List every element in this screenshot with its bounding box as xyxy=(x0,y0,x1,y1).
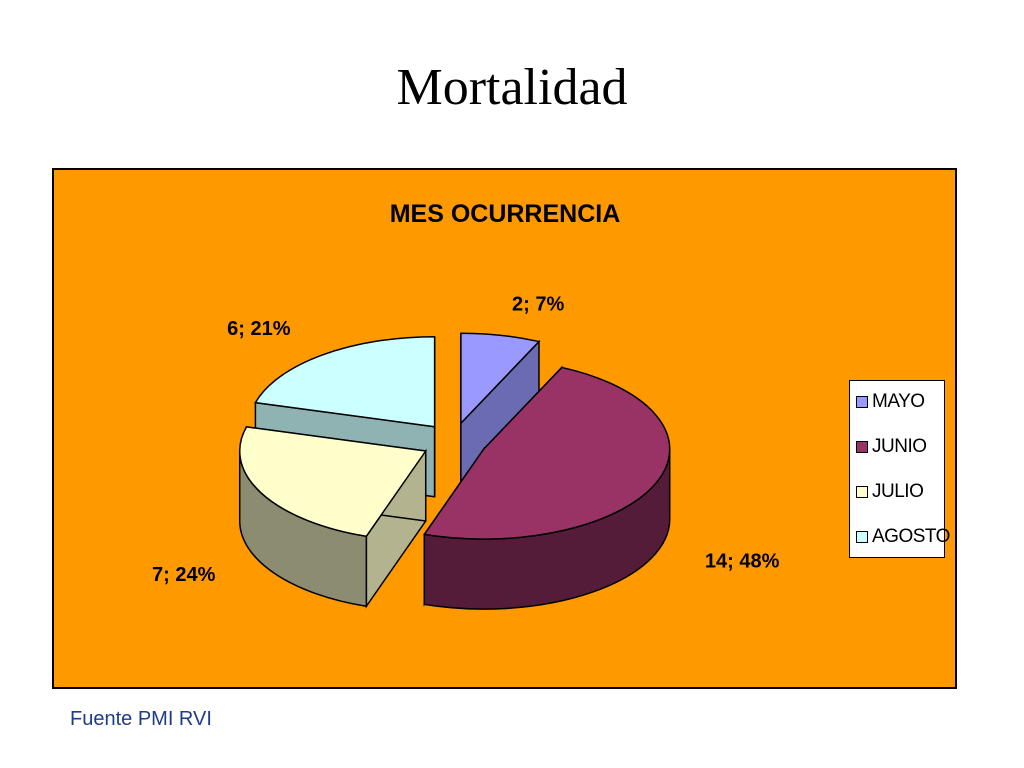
pie-slice-julio-top xyxy=(239,426,428,538)
data-label-agosto: 6; 21% xyxy=(227,318,291,340)
chart-legend: MAYO JUNIO JULIO AGOSTO xyxy=(849,380,950,558)
pie-slice-mayo-top xyxy=(460,332,541,426)
legend-item-junio: JUNIO xyxy=(856,436,944,481)
legend-swatch-julio xyxy=(856,486,868,498)
data-label-junio: 14; 48% xyxy=(705,551,780,573)
legend-swatch-junio xyxy=(856,441,868,453)
pie-slice-julio xyxy=(238,426,428,609)
pie-slice-junio-top xyxy=(423,366,671,540)
chart-frame: MES OCURRENCIA 2; 7% 14; 48% 7; 24% 6; 21% … xyxy=(52,168,957,689)
legend-item-agosto: AGOSTO xyxy=(856,526,950,571)
legend-swatch-mayo xyxy=(856,396,868,408)
legend-item-julio: JULIO xyxy=(856,481,944,526)
legend-swatch-agosto xyxy=(856,531,868,543)
legend-label-mayo: MAYO xyxy=(872,391,925,412)
legend-label-agosto: AGOSTO xyxy=(872,526,950,547)
legend-item-mayo: MAYO xyxy=(856,391,944,436)
data-label-julio: 7; 24% xyxy=(152,564,216,586)
chart-title: MES OCURRENCIA xyxy=(390,200,621,228)
pie-slice-agosto-top xyxy=(254,335,436,428)
legend-label-julio: JULIO xyxy=(872,481,924,502)
pie-slice-junio xyxy=(423,365,671,610)
legend-label-junio: JUNIO xyxy=(872,436,927,457)
source-note: Fuente PMI RVI xyxy=(70,708,212,730)
pie-slices xyxy=(238,332,671,610)
slide-title: Mortalidad xyxy=(396,59,628,116)
pie-chart: MES OCURRENCIA 2; 7% 14; 48% 7; 24% 6; 21% xyxy=(152,200,780,610)
data-labels: 2; 7% 14; 48% 7; 24% 6; 21% xyxy=(152,294,780,586)
data-label-mayo: 2; 7% xyxy=(512,294,564,316)
